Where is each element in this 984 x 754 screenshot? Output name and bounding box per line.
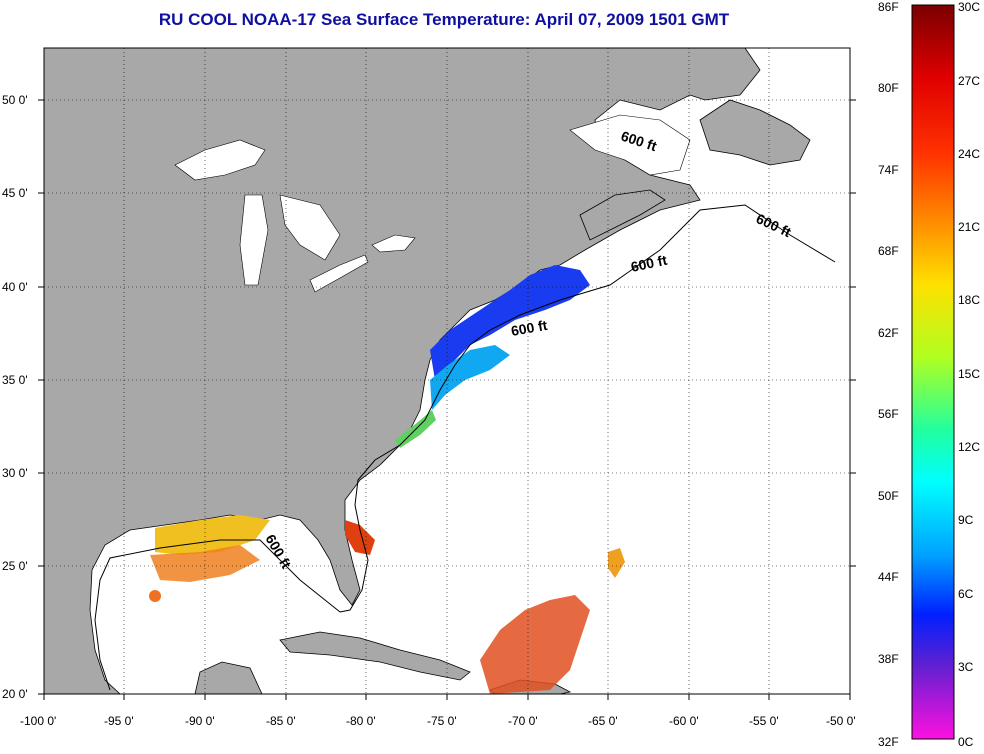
isobath-600ft <box>94 204 836 691</box>
x-axis-label: -60 0' <box>669 714 699 728</box>
colorbar-c-label: 0C <box>958 735 974 749</box>
colorbar-f-label: 86F <box>878 0 899 14</box>
colorbar-f-label: 68F <box>878 244 899 258</box>
x-axis-label: -70 0' <box>508 714 538 728</box>
sst-orange-spot <box>608 548 625 578</box>
colorbar-c-label: 9C <box>958 513 974 527</box>
gulf-st-lawrence <box>569 114 691 176</box>
colorbar-f-label: 38F <box>878 652 899 666</box>
colorbar-f-label: 44F <box>878 570 899 584</box>
lake-michigan <box>239 194 269 286</box>
nova-scotia <box>579 189 666 241</box>
x-axis-label: -65 0' <box>588 714 618 728</box>
y-axis-label: 40 0' <box>2 280 28 294</box>
colorbar-c-label: 18C <box>958 293 981 307</box>
isobath-label: 600 ft <box>510 317 549 339</box>
x-axis-label: -55 0' <box>749 714 779 728</box>
y-axis-label: 25 0' <box>2 559 28 573</box>
isobath-label: 600 ft <box>629 252 668 275</box>
axis-ticks <box>38 99 856 700</box>
lake-huron <box>279 194 341 261</box>
colorbar-f-label: 32F <box>878 735 899 749</box>
great-lakes <box>174 139 266 181</box>
sst-blue-shelf <box>430 265 590 380</box>
colorbar-c-label: 12C <box>958 440 981 454</box>
colorbar-c-label: 24C <box>958 147 981 161</box>
x-axis-label: -50 0' <box>826 714 856 728</box>
colorbar <box>911 4 955 740</box>
sst-florida-warm <box>345 520 375 555</box>
yucatan <box>194 661 263 694</box>
colorbar-f-label: 62F <box>878 326 899 340</box>
colorbar-c-label: 15C <box>958 367 981 381</box>
y-axis-label: 50 0' <box>2 93 28 107</box>
sst-orange-gulf <box>150 545 260 582</box>
x-axis-label: -95 0' <box>104 714 134 728</box>
x-axis-label: -80 0' <box>346 714 376 728</box>
colorbar-f-label: 80F <box>878 81 899 95</box>
colorbar-c-label: 6C <box>958 587 974 601</box>
map-title: RU COOL NOAA-17 Sea Surface Temperature:… <box>158 10 730 29</box>
colorbar-f-label: 50F <box>878 489 899 503</box>
colorbar-f-label: 74F <box>878 163 899 177</box>
sst-cyan-patch <box>430 345 510 410</box>
y-axis-label: 30 0' <box>2 466 28 480</box>
y-axis-label: 45 0' <box>2 186 28 200</box>
sst-caribbean-warm <box>480 595 590 694</box>
x-axis-label: -75 0' <box>427 714 457 728</box>
x-axis-label: -100 0' <box>20 714 57 728</box>
x-axis-label: -85 0' <box>266 714 296 728</box>
newfoundland <box>699 99 811 166</box>
colorbar-f-label: 56F <box>878 407 899 421</box>
x-axis-label: -90 0' <box>185 714 215 728</box>
lake-ontario <box>371 234 416 253</box>
colorbar-c-label: 30C <box>958 0 981 14</box>
colorbar-c-label: 27C <box>958 74 981 88</box>
lake-erie <box>309 254 369 293</box>
colorbar-c-label: 21C <box>958 220 981 234</box>
sst-orange-dot <box>149 590 161 602</box>
colorbar-c-label: 3C <box>958 660 974 674</box>
cuba <box>279 631 471 681</box>
y-axis-label: 20 0' <box>2 687 28 701</box>
y-axis-label: 35 0' <box>2 373 28 387</box>
